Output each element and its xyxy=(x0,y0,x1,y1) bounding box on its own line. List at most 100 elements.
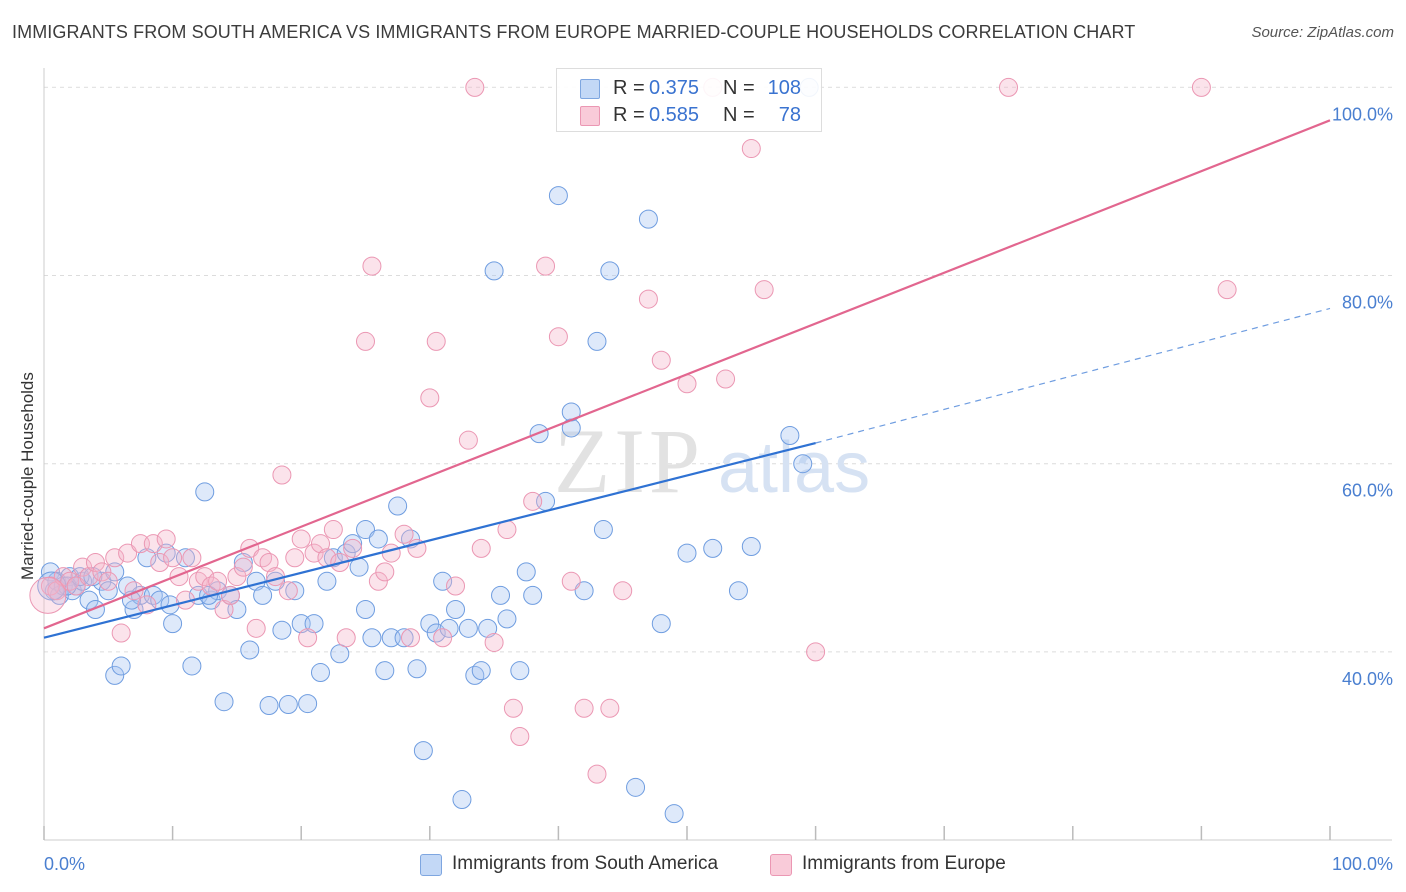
data-point-europe xyxy=(195,567,215,587)
data-point-europe xyxy=(426,331,446,351)
data-point-europe xyxy=(394,524,414,544)
data-point-europe xyxy=(118,543,138,563)
legend-row-europe: R = 0.585 N = 78 xyxy=(557,102,821,130)
data-point-europe xyxy=(600,698,620,718)
data-point-europe xyxy=(536,256,556,276)
data-point-europe xyxy=(214,600,234,620)
data-point-south-america xyxy=(478,618,498,638)
data-point-europe xyxy=(246,618,266,638)
data-point-europe xyxy=(265,567,285,587)
source-label: Source: ZipAtlas.com xyxy=(1251,24,1394,41)
data-point-south-america xyxy=(285,581,305,601)
data-point-europe xyxy=(523,491,543,511)
data-point-south-america xyxy=(780,425,800,445)
data-point-south-america xyxy=(388,496,408,516)
data-point-europe xyxy=(227,567,247,587)
data-point-europe xyxy=(259,552,279,572)
legend-swatch-europe xyxy=(580,106,600,126)
data-point-south-america xyxy=(163,614,183,634)
legend-r-label: R = xyxy=(613,104,645,126)
data-point-europe xyxy=(613,581,633,601)
legend-swatch-europe xyxy=(770,854,792,876)
data-point-europe xyxy=(548,327,568,347)
data-point-europe xyxy=(310,534,330,554)
data-point-south-america xyxy=(741,536,761,556)
data-point-europe xyxy=(471,538,491,558)
tick-labels: 40.0% 60.0% 80.0% 100.0% 0.0% 100.0% xyxy=(44,104,1393,874)
data-point-south-america xyxy=(433,571,453,591)
data-point-south-america xyxy=(343,534,363,554)
data-point-europe xyxy=(304,543,324,563)
data-point-europe xyxy=(561,571,581,591)
data-point-south-america xyxy=(272,620,292,640)
data-point-south-america xyxy=(182,656,202,676)
data-point-south-america xyxy=(458,618,478,638)
legend-n-value: 108 xyxy=(767,77,801,99)
data-point-europe xyxy=(503,698,523,718)
y-tick-label: 100.0% xyxy=(1332,104,1393,124)
data-point-europe xyxy=(1191,77,1211,97)
data-point-south-america xyxy=(137,548,157,568)
data-point-europe xyxy=(510,727,530,747)
x-tick-label: 0.0% xyxy=(44,854,85,874)
data-point-south-america xyxy=(278,695,298,715)
trend-line-europe xyxy=(43,119,1331,630)
data-point-europe xyxy=(381,543,401,563)
data-point-europe xyxy=(368,571,388,591)
data-point-south-america xyxy=(214,692,234,712)
data-point-south-america xyxy=(330,644,350,664)
data-point-europe xyxy=(574,698,594,718)
data-point-europe xyxy=(272,465,292,485)
data-point-south-america xyxy=(703,538,723,558)
trend-lines xyxy=(43,119,1331,639)
data-point-south-america xyxy=(446,600,466,620)
data-point-europe xyxy=(156,529,176,549)
trend-line-south-america-projection xyxy=(815,307,1331,444)
data-point-europe xyxy=(806,642,826,662)
data-point-europe xyxy=(298,628,318,648)
legend-swatch-south-america xyxy=(580,79,600,99)
data-point-south-america xyxy=(510,661,530,681)
data-point-south-america xyxy=(375,661,395,681)
data-point-europe xyxy=(458,430,478,450)
data-point-south-america xyxy=(491,585,511,605)
data-point-south-america xyxy=(356,520,375,540)
data-point-europe xyxy=(336,628,356,648)
data-point-south-america xyxy=(79,590,99,610)
data-point-europe xyxy=(323,520,343,540)
data-point-europe xyxy=(66,576,86,596)
data-point-south-america xyxy=(471,661,491,681)
data-point-europe xyxy=(741,139,761,159)
data-point-europe xyxy=(105,548,125,568)
legend-r-label: R = xyxy=(613,77,645,99)
data-point-europe xyxy=(79,567,99,587)
data-point-europe xyxy=(1217,280,1237,300)
legend-n-label: N = xyxy=(723,77,755,99)
data-point-south-america xyxy=(304,614,324,634)
series-legend: Immigrants from South America Immigrants… xyxy=(0,852,1406,878)
data-point-europe xyxy=(182,548,202,568)
data-point-south-america xyxy=(394,628,414,648)
data-point-south-america xyxy=(259,695,279,715)
data-point-europe xyxy=(420,388,440,408)
legend-n-value: 78 xyxy=(778,104,801,126)
data-point-south-america xyxy=(310,663,330,683)
data-point-south-america xyxy=(407,659,427,679)
data-point-south-america xyxy=(368,529,388,549)
data-point-europe xyxy=(233,557,253,577)
legend-label-europe: Immigrants from Europe xyxy=(802,853,1006,874)
data-point-europe xyxy=(465,77,485,97)
data-point-south-america xyxy=(497,609,517,629)
data-point-south-america xyxy=(439,618,459,638)
legend-label-south-america: Immigrants from South America xyxy=(452,853,719,874)
data-point-europe xyxy=(587,764,607,784)
data-point-europe xyxy=(433,628,453,648)
data-point-europe xyxy=(401,628,421,648)
data-point-europe xyxy=(375,562,395,582)
data-point-south-america xyxy=(356,600,375,620)
legend-r-value: 0.585 xyxy=(649,104,700,126)
data-point-europe xyxy=(111,623,131,643)
data-point-south-america xyxy=(233,552,253,572)
series-europe-points xyxy=(29,77,1237,784)
